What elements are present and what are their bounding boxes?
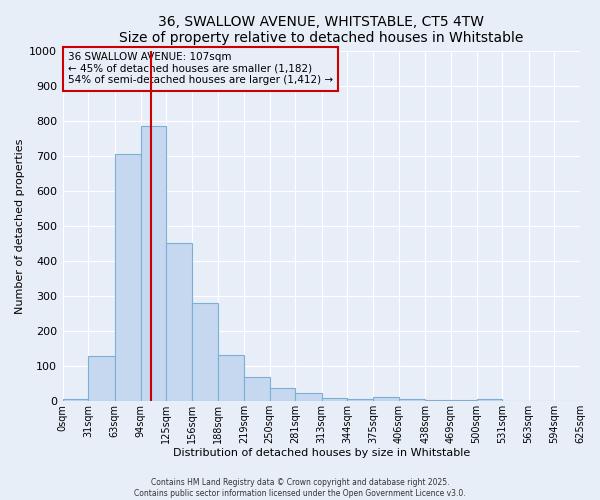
Y-axis label: Number of detached properties: Number of detached properties bbox=[15, 138, 25, 314]
Bar bbox=[269, 388, 295, 401]
Bar bbox=[192, 303, 218, 401]
Bar bbox=[166, 244, 192, 401]
X-axis label: Distribution of detached houses by size in Whitstable: Distribution of detached houses by size … bbox=[173, 448, 470, 458]
Bar bbox=[476, 398, 502, 401]
Bar bbox=[244, 376, 269, 401]
Bar bbox=[63, 400, 88, 401]
Bar bbox=[399, 400, 425, 401]
Bar bbox=[218, 354, 244, 401]
Bar bbox=[322, 398, 347, 401]
Bar bbox=[451, 400, 476, 401]
Bar bbox=[115, 154, 140, 401]
Title: 36, SWALLOW AVENUE, WHITSTABLE, CT5 4TW
Size of property relative to detached ho: 36, SWALLOW AVENUE, WHITSTABLE, CT5 4TW … bbox=[119, 15, 524, 45]
Bar bbox=[347, 400, 373, 401]
Bar bbox=[88, 356, 115, 401]
Bar bbox=[425, 400, 451, 401]
Bar bbox=[373, 397, 399, 401]
Text: 36 SWALLOW AVENUE: 107sqm
← 45% of detached houses are smaller (1,182)
54% of se: 36 SWALLOW AVENUE: 107sqm ← 45% of detac… bbox=[68, 52, 333, 86]
Bar bbox=[295, 394, 322, 401]
Text: Contains HM Land Registry data © Crown copyright and database right 2025.
Contai: Contains HM Land Registry data © Crown c… bbox=[134, 478, 466, 498]
Bar bbox=[140, 126, 166, 401]
